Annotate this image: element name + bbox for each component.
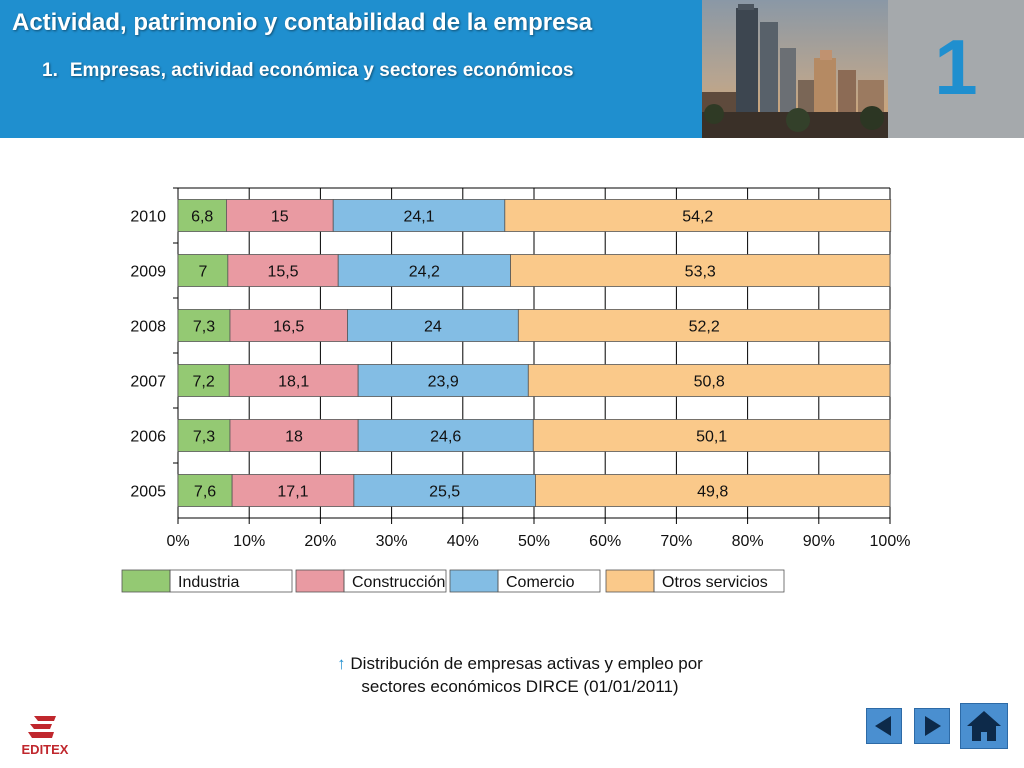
city-skyline-image [702,0,888,138]
x-tick-label: 0% [166,533,189,550]
x-tick-label: 50% [518,533,550,550]
data-label: 16,5 [273,319,304,336]
x-tick-label: 20% [304,533,336,550]
data-label: 50,8 [694,374,725,391]
x-tick-label: 10% [233,533,265,550]
x-tick-label: 30% [376,533,408,550]
stacked-bar-chart: 0% 10% 20% 30% 40% 50% 60% 70% 80% 90% 100% 2010 6,8… [121,187,911,593]
x-tick-label: 100% [870,533,911,550]
data-label: 6,8 [191,209,213,226]
data-label: 7,3 [193,319,215,336]
bar-segment [532,419,891,452]
legend-frame [653,569,785,593]
data-label: 23,9 [428,374,459,391]
previous-slide-button[interactable] [866,708,902,744]
bar-segment [332,199,506,232]
data-label: 49,8 [697,484,728,501]
data-label: 17,1 [277,484,308,501]
editex-logo: EDITEX [22,716,69,757]
data-label: 53,3 [685,264,716,281]
caption-arrow-icon: ↑ [337,654,346,673]
legend-frame [497,569,601,593]
caption-line-2: sectores económicos DIRCE (01/01/2011) [361,677,679,696]
data-label: 15,5 [267,264,298,281]
legend-label: Comercio [506,574,575,591]
caption-line-1-text: Distribución de empresas activas y emple… [350,654,703,673]
bar-segment [231,474,355,507]
data-label: 7,2 [193,374,215,391]
legend-frame [343,569,447,593]
legend-swatch [295,569,345,593]
data-label: 54,2 [682,209,713,226]
data-label: 15 [271,209,289,226]
data-label: 7 [198,264,207,281]
bar-segment [510,254,891,287]
bar-segment [177,474,233,507]
house-icon [967,711,1001,741]
y-category-label: 2009 [130,264,166,281]
bar-segment [227,254,339,287]
legend-swatch [121,569,171,593]
data-label: 18,1 [278,374,309,391]
data-label: 7,3 [193,429,215,446]
bar-segment [347,309,519,342]
bar-segment [535,474,891,507]
bar-segment [504,199,892,232]
section-number: 1. [42,60,58,81]
section-subtitle-text: Empresas, actividad económica y sectores… [69,60,574,81]
y-category-label: 2006 [130,429,166,446]
legend-label: Construcción [352,574,445,591]
data-label: 50,1 [696,429,727,446]
y-category-label: 2008 [130,319,166,336]
x-tick-label: 90% [803,533,835,550]
triangle-left-icon [875,716,891,736]
bar-segment [177,254,229,287]
bar-segment [229,419,359,452]
header-banner: Actividad, patrimonio y contabilidad de … [0,0,1024,138]
y-category-label: 2005 [130,484,166,501]
page-title: Actividad, patrimonio y contabilidad de … [12,9,593,36]
data-label: 24,1 [403,209,434,226]
bar-segment [357,364,529,397]
data-label: 24,2 [409,264,440,281]
bar-segment [228,364,359,397]
bar-segment [527,364,891,397]
legend-swatch [449,569,499,593]
data-label: 7,6 [194,484,216,501]
y-category-label: 2010 [130,209,166,226]
x-tick-label: 80% [732,533,764,550]
data-label: 52,2 [689,319,720,336]
bar-segment [177,199,227,232]
figure-caption: ↑ Distribución de empresas activas y emp… [260,652,780,698]
caption-line-1: ↑ Distribución de empresas activas y emp… [260,652,780,675]
section-subtitle: 1. Empresas, actividad económica y sector… [42,60,574,82]
data-label: 24 [424,319,442,336]
data-label: 18 [285,429,303,446]
unit-number: 1 [934,23,978,111]
y-category-label: 2007 [130,374,166,391]
home-button[interactable] [960,703,1008,749]
bar-segment [177,419,231,452]
bar-segment [177,309,231,342]
data-label: 24,6 [430,429,461,446]
bar-segment [357,419,534,452]
data-label: 25,5 [429,484,460,501]
legend-label: Industria [178,574,239,591]
legend-swatch [605,569,655,593]
triangle-right-icon [925,716,941,736]
x-tick-label: 40% [447,533,479,550]
x-tick-label: 70% [660,533,692,550]
logo-text: EDITEX [22,742,69,757]
legend-label: Otros servicios [662,574,768,591]
bar-segment [517,309,891,342]
legend-frame [169,569,293,593]
x-tick-label: 60% [589,533,621,550]
next-slide-button[interactable] [914,708,950,744]
unit-panel: 1 [888,0,1024,138]
